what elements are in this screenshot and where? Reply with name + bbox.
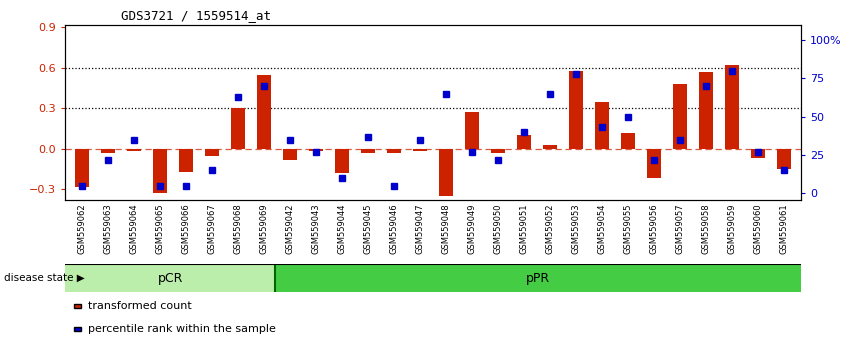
Text: GSM559053: GSM559053: [572, 203, 580, 254]
Text: percentile rank within the sample: percentile rank within the sample: [87, 324, 275, 334]
Text: GSM559056: GSM559056: [650, 203, 658, 254]
Bar: [777, 149, 792, 169]
Text: GSM559058: GSM559058: [701, 203, 711, 254]
Bar: [257, 75, 271, 149]
Bar: [126, 149, 141, 152]
Bar: [491, 149, 505, 153]
Bar: [65, 264, 275, 292]
Text: GSM559042: GSM559042: [286, 203, 294, 253]
Bar: [275, 264, 801, 292]
Text: GSM559046: GSM559046: [390, 203, 398, 254]
Text: GSM559069: GSM559069: [260, 203, 268, 254]
Bar: [361, 149, 375, 153]
Text: GSM559062: GSM559062: [77, 203, 87, 254]
Bar: [283, 149, 297, 160]
Text: disease state ▶: disease state ▶: [4, 273, 85, 283]
Bar: [439, 149, 453, 196]
Text: GSM559060: GSM559060: [753, 203, 763, 254]
Bar: [673, 84, 688, 149]
Text: GSM559054: GSM559054: [598, 203, 606, 253]
Text: GSM559068: GSM559068: [234, 203, 242, 254]
Text: pCR: pCR: [158, 272, 183, 285]
Bar: [699, 72, 714, 149]
Bar: [100, 149, 115, 153]
Bar: [204, 149, 219, 155]
Text: GSM559048: GSM559048: [442, 203, 450, 254]
Text: transformed count: transformed count: [87, 301, 191, 311]
Bar: [569, 70, 583, 149]
Text: GSM559067: GSM559067: [208, 203, 216, 254]
Text: GSM559064: GSM559064: [129, 203, 139, 254]
Text: GSM559052: GSM559052: [546, 203, 554, 253]
Text: GSM559043: GSM559043: [312, 203, 320, 254]
Text: GSM559051: GSM559051: [520, 203, 528, 253]
Bar: [387, 149, 401, 153]
Text: GSM559065: GSM559065: [155, 203, 165, 254]
Text: GSM559061: GSM559061: [779, 203, 789, 254]
Text: GSM559049: GSM559049: [468, 203, 476, 253]
Bar: [230, 108, 245, 149]
Bar: [543, 145, 557, 149]
Bar: [725, 65, 740, 149]
Bar: [647, 149, 662, 178]
Text: pPR: pPR: [526, 272, 550, 285]
Text: GSM559057: GSM559057: [675, 203, 685, 254]
Bar: [309, 149, 323, 152]
Text: GSM559045: GSM559045: [364, 203, 372, 253]
Text: GSM559044: GSM559044: [338, 203, 346, 253]
Bar: [595, 102, 609, 149]
Text: GSM559047: GSM559047: [416, 203, 424, 254]
Bar: [335, 149, 349, 173]
Bar: [751, 149, 766, 158]
Bar: [621, 133, 636, 149]
Bar: [74, 149, 89, 187]
Text: GSM559063: GSM559063: [103, 203, 113, 254]
Bar: [178, 149, 193, 172]
Bar: [517, 135, 531, 149]
Bar: [413, 149, 427, 152]
Bar: [465, 113, 479, 149]
Text: GSM559059: GSM559059: [727, 203, 737, 253]
Text: GSM559066: GSM559066: [181, 203, 191, 254]
Text: GSM559050: GSM559050: [494, 203, 502, 253]
Bar: [152, 149, 167, 193]
Text: GDS3721 / 1559514_at: GDS3721 / 1559514_at: [121, 9, 271, 22]
Text: GSM559055: GSM559055: [624, 203, 632, 253]
